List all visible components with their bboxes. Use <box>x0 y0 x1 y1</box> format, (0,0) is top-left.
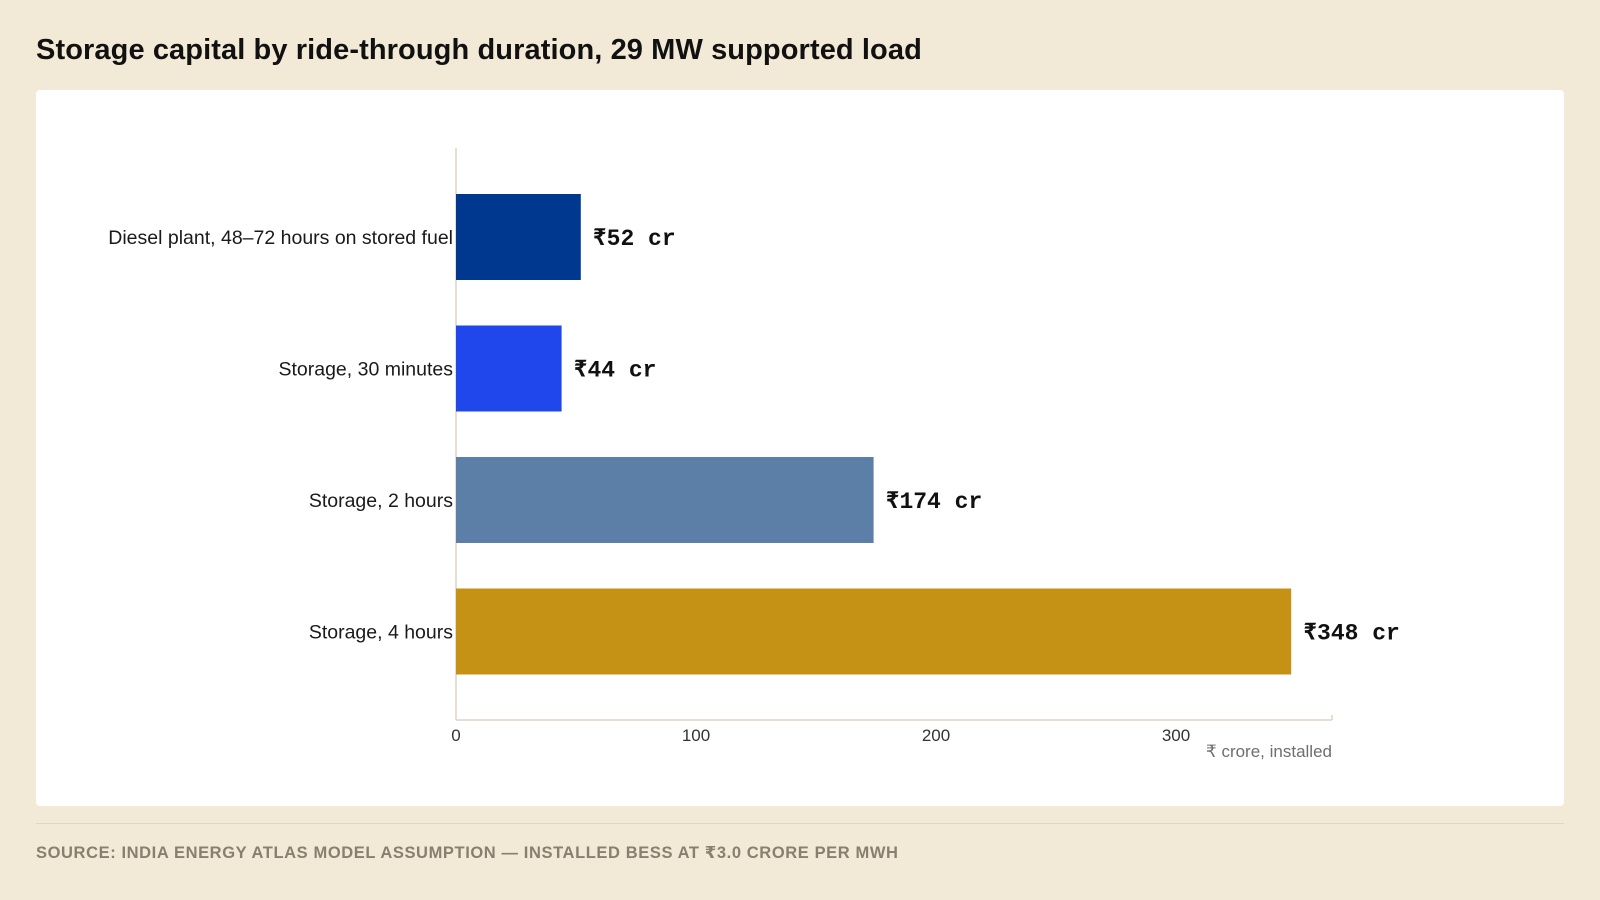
chart-card: 0 100 200 300 ₹ crore, installed Diesel plant… <box>36 90 1564 806</box>
chart-title: Storage capital by ride-through duration… <box>36 34 922 66</box>
value-label: ₹52 cr <box>593 226 676 252</box>
x-axis-label: ₹ crore, installed <box>1206 742 1332 761</box>
value-label: ₹174 cr <box>886 489 983 515</box>
x-tick-label: 100 <box>682 726 710 745</box>
bar-chart: 0 100 200 300 ₹ crore, installed Diesel plant… <box>108 148 1400 761</box>
source-note: SOURCE: INDIA ENERGY ATLAS MODEL ASSUMPT… <box>36 844 899 862</box>
category-label: Storage, 4 hours <box>309 622 453 644</box>
bar <box>456 325 562 412</box>
category-label: Diesel plant, 48–72 hours on stored fuel <box>108 227 453 249</box>
bar <box>456 588 1292 675</box>
footer-divider <box>36 823 1564 824</box>
x-tick-label: 300 <box>1162 726 1190 745</box>
bar <box>456 194 581 280</box>
value-label: ₹44 cr <box>574 358 657 384</box>
category-label: Storage, 30 minutes <box>278 359 453 381</box>
bar <box>456 457 874 543</box>
x-tick-label: 200 <box>922 726 950 745</box>
value-label: ₹348 cr <box>1303 621 1400 647</box>
x-tick-label: 0 <box>451 726 460 745</box>
category-label: Storage, 2 hours <box>309 490 453 512</box>
